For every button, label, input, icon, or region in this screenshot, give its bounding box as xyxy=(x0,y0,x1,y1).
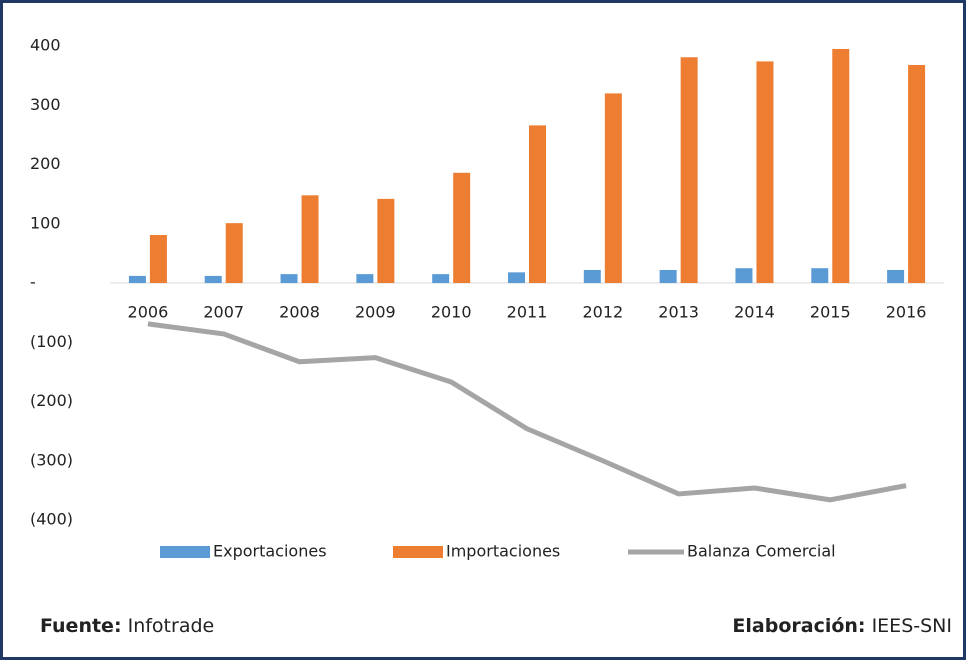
x-tick-label: 2016 xyxy=(886,303,927,322)
bar xyxy=(508,272,525,283)
bar xyxy=(301,195,319,283)
legend-label: Balanza Comercial xyxy=(687,542,836,561)
y-tick-label: (400) xyxy=(30,510,73,529)
y-tick-label: 200 xyxy=(30,154,61,173)
bar xyxy=(735,268,753,283)
bar xyxy=(204,275,222,283)
y-tick-label: 100 xyxy=(30,213,61,232)
y-tick-label: - xyxy=(30,273,36,292)
x-tick-label: 2015 xyxy=(810,303,851,322)
line xyxy=(147,321,907,503)
author: Elaboración: IEES-SNI xyxy=(732,615,952,637)
bar xyxy=(908,64,926,284)
bar xyxy=(680,57,698,283)
bar xyxy=(604,93,622,284)
y-tick-label: 300 xyxy=(30,95,61,114)
source-label: Fuente: xyxy=(40,615,122,637)
x-tick-label: 2006 xyxy=(128,303,169,322)
y-tick-label: (300) xyxy=(30,450,73,469)
bar xyxy=(377,198,395,283)
x-tick-label: 2010 xyxy=(431,303,472,322)
legend-swatch xyxy=(160,546,210,558)
author-value: IEES-SNI xyxy=(872,615,952,637)
y-tick-label: (100) xyxy=(30,332,73,351)
bar xyxy=(659,269,677,283)
y-tick-label: 400 xyxy=(30,36,61,55)
x-tick-label: 2012 xyxy=(582,303,623,322)
bar xyxy=(453,172,471,283)
x-tick-label: 2011 xyxy=(507,303,548,322)
source: Fuente: Infotrade xyxy=(40,615,214,637)
legend-label: Exportaciones xyxy=(213,542,327,561)
bar xyxy=(583,269,601,283)
x-tick-label: 2008 xyxy=(279,303,320,322)
bar xyxy=(356,274,374,283)
bar xyxy=(128,275,146,283)
bar xyxy=(149,235,167,283)
legend-label: Importaciones xyxy=(446,542,560,561)
bar xyxy=(832,48,850,284)
bar xyxy=(811,268,829,283)
bar xyxy=(280,274,298,283)
bar xyxy=(887,269,905,283)
legend-swatch xyxy=(393,546,443,558)
author-label: Elaboración: xyxy=(732,615,865,637)
bar xyxy=(529,125,546,284)
x-tick-label: 2009 xyxy=(355,303,396,322)
x-tick-label: 2013 xyxy=(658,303,699,322)
bar xyxy=(432,274,450,283)
x-tick-label: 2007 xyxy=(203,303,244,322)
source-value: Infotrade xyxy=(128,615,215,637)
x-tick-label: 2014 xyxy=(734,303,775,322)
bar xyxy=(756,61,774,283)
y-tick-label: (200) xyxy=(30,391,73,410)
bar xyxy=(225,223,243,283)
